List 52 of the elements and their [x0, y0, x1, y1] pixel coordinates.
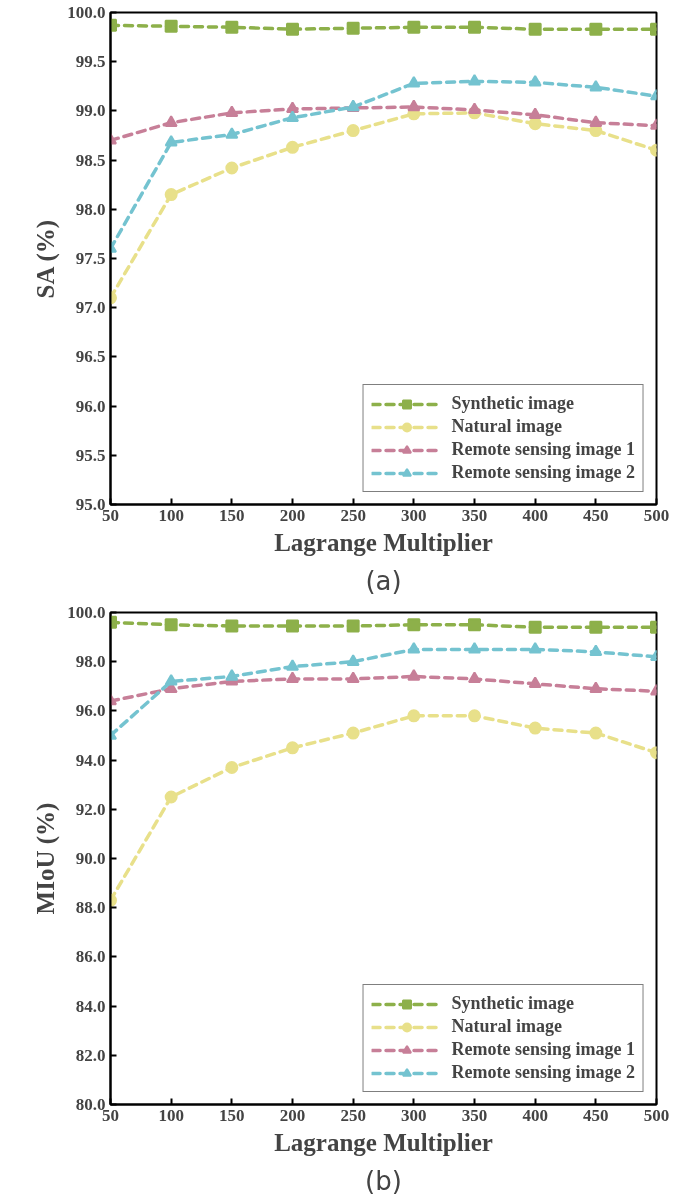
y-tick-label: 100.0 — [67, 603, 106, 622]
x-tick-label: 350 — [461, 505, 488, 525]
legend-label: Natural image — [451, 1016, 562, 1037]
y-tick-label: 96.0 — [75, 701, 106, 721]
y-tick-label: 98.5 — [75, 150, 106, 170]
y-tick-label: 96.0 — [75, 396, 106, 416]
y-axis-title: MIoU (%) — [32, 802, 61, 915]
y-tick-label: 90.0 — [75, 849, 106, 868]
x-tick-label: 200 — [279, 1105, 306, 1125]
legend-label: Natural image — [451, 416, 562, 437]
text: (a) — [365, 565, 402, 596]
x-tick-label: 500 — [643, 505, 670, 525]
y-tick-label: 99.5 — [75, 52, 106, 72]
legend-label: Remote sensing image 1 — [451, 1039, 635, 1060]
x-tick-label: 100 — [158, 1105, 184, 1125]
x-tick-label: 150 — [219, 1105, 245, 1125]
y-tick-label: 86.0 — [75, 947, 106, 967]
x-tick-label: 200 — [279, 505, 306, 525]
x-tick-label: 150 — [219, 505, 245, 525]
y-tick-label: 99.0 — [75, 101, 106, 121]
y-tick-label: 100.0 — [67, 3, 106, 22]
x-tick-label: 300 — [401, 1105, 427, 1125]
legend-label: Remote sensing image 2 — [451, 1062, 635, 1083]
y-tick-label: 92.0 — [75, 799, 106, 819]
text: (b) — [365, 1165, 402, 1196]
y-tick-label: 84.0 — [75, 996, 106, 1016]
y-tick-label: 98.0 — [75, 652, 106, 672]
x-tick-label: 100 — [158, 505, 184, 525]
x-tick-label: 350 — [461, 1105, 488, 1125]
legend-label: Synthetic image — [451, 993, 574, 1014]
x-axis-title: Lagrange Multiplier — [274, 528, 493, 556]
x-tick-label: 300 — [401, 505, 427, 525]
legend-label: Remote sensing image 2 — [451, 462, 635, 483]
y-tick-label: 88.0 — [75, 898, 106, 918]
x-tick-label: 450 — [583, 1105, 609, 1125]
x-tick-label: 400 — [522, 505, 548, 525]
y-tick-label: 98.0 — [75, 199, 106, 219]
y-tick-label: 97.0 — [75, 298, 106, 318]
y-tick-label: 95.5 — [75, 445, 106, 465]
y-tick-label: 82.0 — [75, 1045, 106, 1065]
legend-label: Remote sensing image 1 — [451, 439, 635, 460]
x-tick-label: 250 — [340, 505, 366, 525]
x-axis-title: Lagrange Multiplier — [274, 1128, 493, 1156]
legend-label: Synthetic image — [451, 393, 574, 414]
x-tick-label: 500 — [643, 1105, 670, 1125]
x-tick-label: 450 — [583, 505, 609, 525]
y-axis-title: SA (%) — [32, 219, 61, 299]
y-tick-label: 97.5 — [75, 249, 106, 268]
x-tick-label: 400 — [522, 1105, 548, 1125]
x-tick-label: 250 — [340, 1105, 366, 1125]
y-tick-label: 94.0 — [75, 750, 106, 770]
y-tick-label: 96.5 — [75, 347, 106, 367]
